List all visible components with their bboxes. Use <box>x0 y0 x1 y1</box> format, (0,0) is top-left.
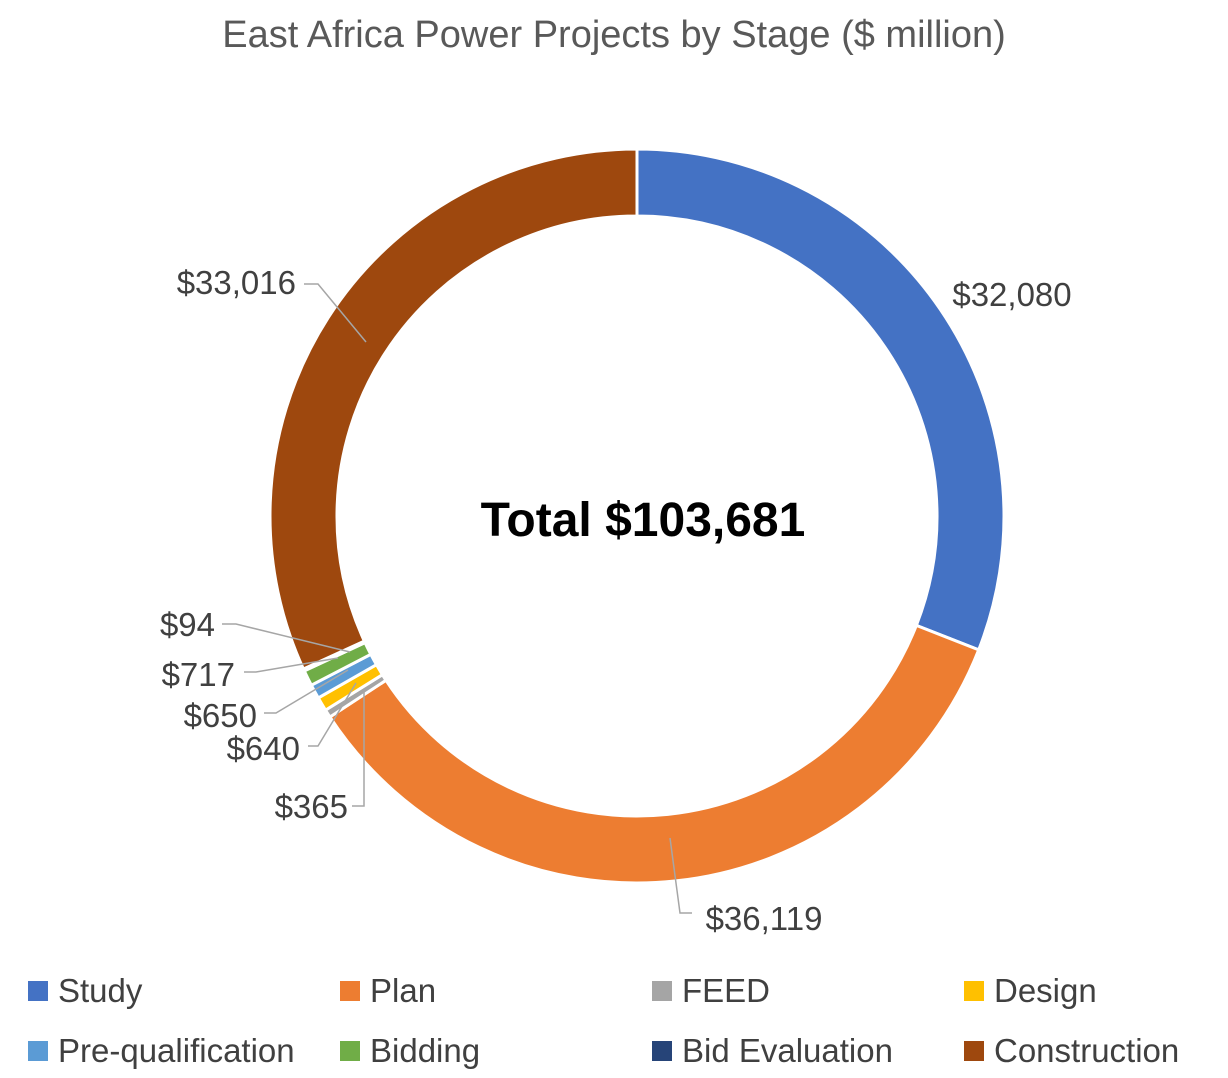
legend-swatch <box>652 981 672 1001</box>
legend-label: Plan <box>370 972 437 1009</box>
legend-label: Bidding <box>370 1032 481 1069</box>
data-label-bidding: $717 <box>162 656 235 693</box>
data-label-feed: $365 <box>275 788 348 825</box>
leader-line-design <box>308 682 357 747</box>
legend-label: FEED <box>682 972 771 1009</box>
data-label-plan: $36,119 <box>706 900 823 937</box>
slice-construction <box>268 147 639 671</box>
legend-label: Design <box>994 972 1097 1009</box>
leader-line-feed <box>352 690 365 807</box>
legend-item-study: Study <box>28 972 142 1010</box>
data-label-construction: $33,016 <box>177 264 296 301</box>
legend-item-bidding: Bidding <box>340 1032 480 1070</box>
legend-item-design: Design <box>964 972 1097 1010</box>
donut-chart: $32,080 $36,119 $365 $640$650 $717 $94 $33,016… <box>160 147 1072 937</box>
legend-label: Pre-qualification <box>58 1032 295 1069</box>
slice-plan <box>327 623 981 885</box>
legend-swatch <box>964 1041 984 1061</box>
leader-line-bid-evaluation <box>222 623 351 653</box>
legend-item-plan: Plan <box>340 972 436 1010</box>
slice-study <box>635 147 1006 652</box>
legend: Study Plan FEED Design Pre-qualification Bidd… <box>0 966 1228 1076</box>
legend-swatch <box>340 1041 360 1061</box>
leader-line-plan <box>669 837 692 914</box>
data-label-bid-evaluation: $94 <box>160 606 215 643</box>
chart-title: East Africa Power Projects by Stage ($ m… <box>222 14 1006 56</box>
leader-line-construction <box>304 283 367 343</box>
legend-swatch <box>28 1041 48 1061</box>
legend-item-feed: FEED <box>652 972 770 1010</box>
legend-swatch <box>28 981 48 1001</box>
legend-item-pre-qualification: Pre-qualification <box>28 1032 295 1070</box>
center-total-label: Total $103,681 <box>481 494 806 547</box>
data-label-study: $32,080 <box>952 276 1071 313</box>
leader-line-bidding <box>244 657 339 673</box>
legend-item-construction: Construction <box>964 1032 1179 1070</box>
legend-label: Study <box>58 972 143 1009</box>
legend-swatch <box>964 981 984 1001</box>
data-label-pre-qualification: $650 <box>184 697 257 734</box>
legend-label: Bid Evaluation <box>682 1032 893 1069</box>
legend-swatch <box>340 981 360 1001</box>
leader-line-pre-qualification <box>264 669 349 714</box>
legend-item-bid-evaluation: Bid Evaluation <box>652 1032 893 1070</box>
data-label-design: $640 <box>227 730 300 767</box>
legend-swatch <box>652 1041 672 1061</box>
legend-label: Construction <box>994 1032 1180 1069</box>
